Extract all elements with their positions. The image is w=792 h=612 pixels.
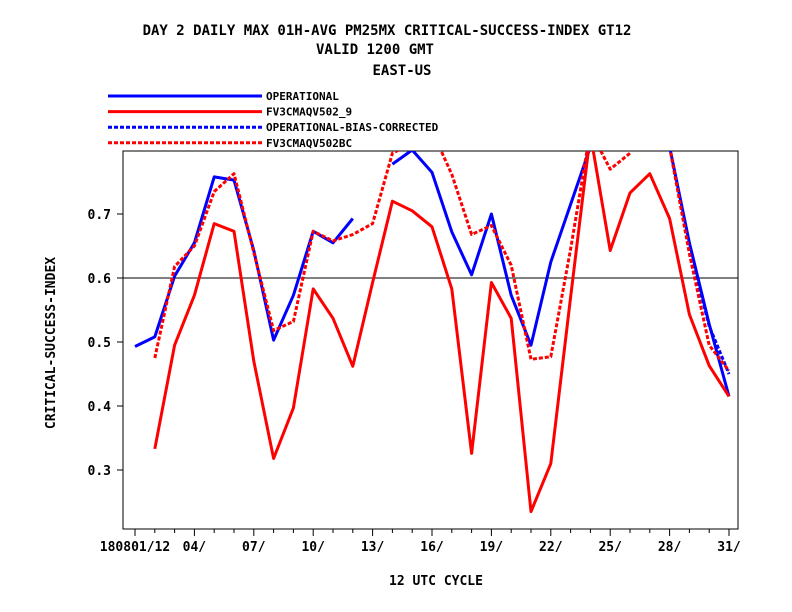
x-tick-label: 19/ [480, 540, 504, 555]
x-tick-label: 25/ [598, 540, 622, 555]
y-tick-label: 0.6 [88, 272, 112, 287]
x-tick-label: 04/ [183, 540, 207, 555]
chart-title-line-1: DAY 2 DAILY MAX 01H-AVG PM25MX CRITICAL-… [143, 23, 632, 39]
y-axis-ticks: 0.3 0.4 0.5 0.6 0.7 [88, 208, 123, 479]
chart-title-line-3: EAST-US [372, 63, 431, 79]
y-tick-label: 0.5 [88, 336, 111, 351]
legend-label-3: OPERATIONAL-BIAS-CORRECTED [266, 121, 439, 134]
y-tick-label: 0.4 [88, 400, 112, 415]
x-tick-label: 16/ [420, 540, 444, 555]
series-line-1 [134, 175, 354, 348]
series-line-4 [668, 151, 731, 372]
x-tick-label: 28/ [658, 540, 682, 555]
y-tick-label: 0.7 [88, 208, 111, 223]
y-tick-label: 0.3 [88, 464, 111, 479]
x-tick-label: 22/ [539, 540, 563, 555]
legend-label-2: FV3CMAQV502_9 [266, 106, 352, 119]
legend-label-4: FV3CMAQV502BC [266, 137, 352, 150]
chart-title-line-2: VALID 1200 GMT [316, 42, 434, 58]
x-tick-label: 10/ [301, 540, 325, 555]
x-axis-label: 12 UTC CYCLE [389, 574, 483, 589]
y-axis-label: CRITICAL-SUCCESS-INDEX [44, 257, 59, 429]
x-tick-label: 13/ [361, 540, 385, 555]
x-axis-ticks: 180801/12 04/07/10/13/16/19/22/25/28/31/ [100, 529, 741, 555]
series-line-1 [391, 151, 591, 347]
series-line-4 [153, 151, 631, 361]
legend-label-1: OPERATIONAL [266, 90, 339, 103]
series-line-2 [153, 151, 731, 514]
x-tick-label: 07/ [242, 540, 266, 555]
series-group [134, 151, 731, 514]
legend: OPERATIONAL FV3CMAQV502_9 OPERATIONAL-BIAS… [108, 90, 439, 150]
plot-frame [122, 150, 739, 530]
x-tick-label: 180801/12 [100, 540, 170, 555]
x-tick-label: 31/ [717, 540, 741, 555]
